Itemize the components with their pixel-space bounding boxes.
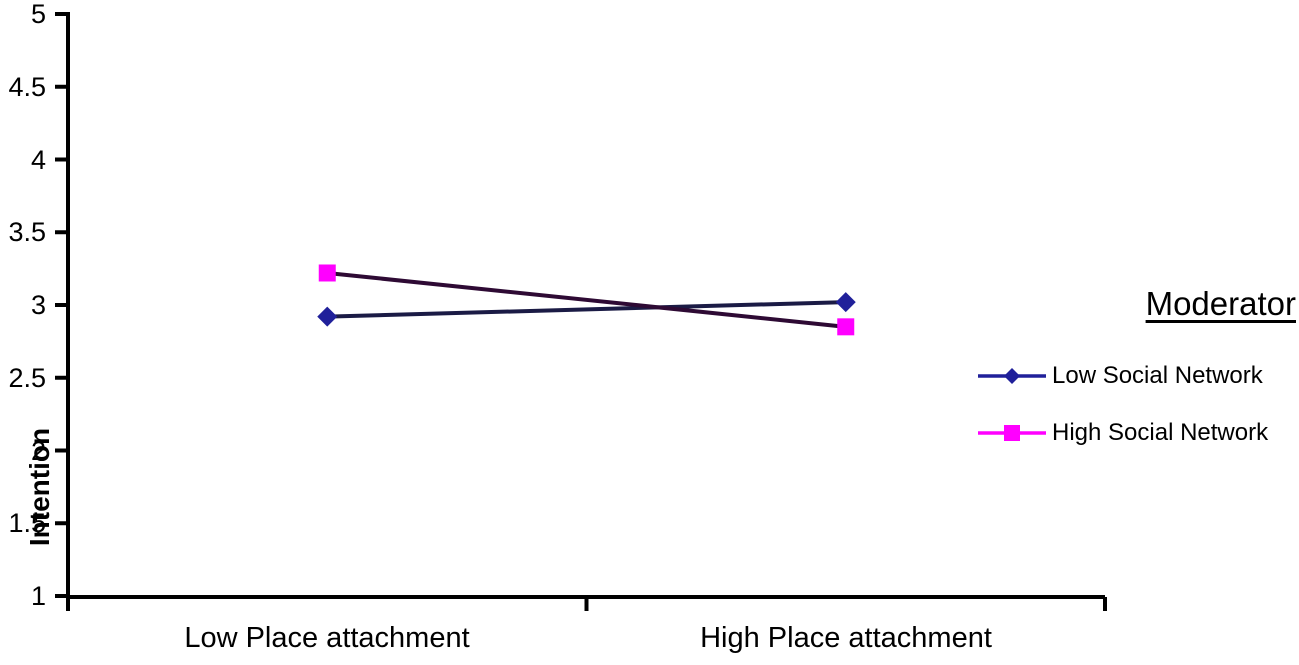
series-line <box>327 300 846 319</box>
legend-key-line-diamond-icon <box>978 368 1046 384</box>
y-tick-label: 3 <box>30 290 46 320</box>
legend-entry-label-low: Low Social Network <box>1052 362 1263 389</box>
legend-entry-high-social-network: High Social Network <box>978 418 1298 448</box>
legend-key-line-square-icon <box>978 425 1046 441</box>
y-tick-label: 2 <box>30 435 46 466</box>
y-tick-label: 2.5 <box>8 362 46 393</box>
legend-entry-label-high: High Social Network <box>1052 419 1269 446</box>
y-tick-label: 3.5 <box>8 217 46 248</box>
y-tick-label: 1.5 <box>8 508 46 539</box>
y-axis-title: Intention <box>24 427 55 547</box>
y-tick-label: 4.5 <box>8 71 46 102</box>
diamond-marker <box>317 306 338 327</box>
y-tick-label: 1 <box>30 581 46 611</box>
square-marker <box>837 318 855 336</box>
legend-entry-low-social-network: Low Social Network <box>978 361 1298 391</box>
legend-title: Moderator <box>1145 285 1296 322</box>
y-tick-label: 5 <box>30 0 46 29</box>
y-tick-label: 4 <box>30 144 46 175</box>
x-category-label-high: High Place attachment <box>700 622 992 654</box>
diamond-marker <box>835 292 856 313</box>
x-category-label-low: Low Place attachment <box>184 622 470 654</box>
legend: Moderator Low Social Network High Social… <box>978 284 1298 448</box>
series-line <box>327 271 846 329</box>
square-marker <box>318 264 336 282</box>
